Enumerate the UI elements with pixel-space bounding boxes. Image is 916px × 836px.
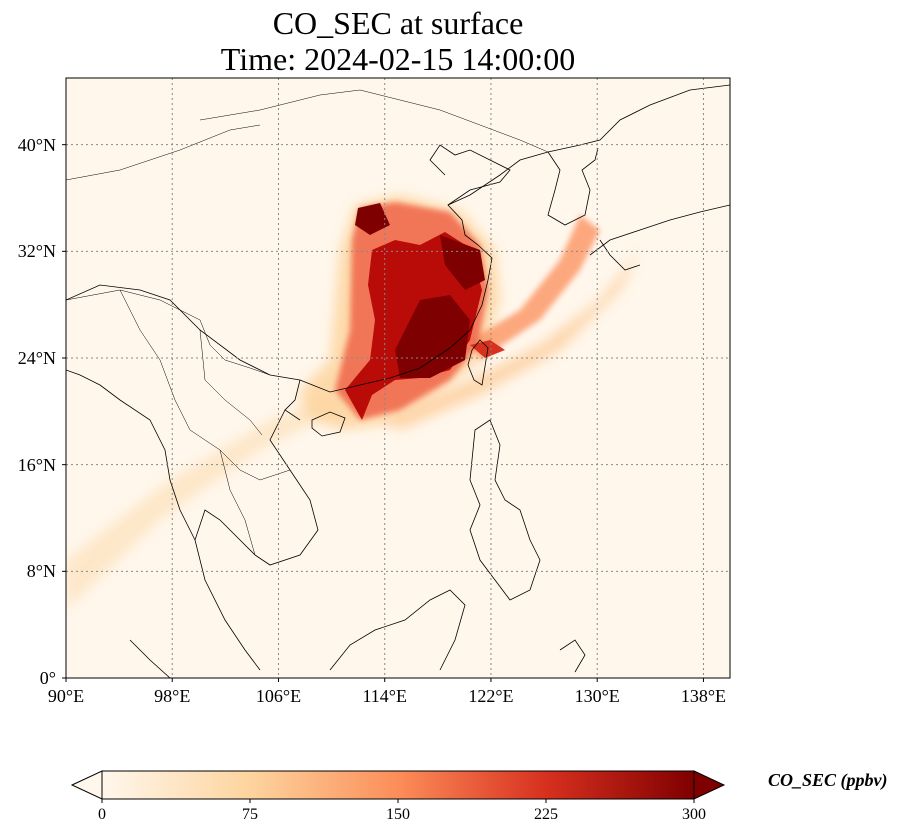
x-tick-label: 90°E: [47, 686, 85, 706]
y-tick-label: 16°N: [17, 454, 56, 475]
y-tick-label: 0°: [39, 668, 56, 688]
colorbar: [70, 770, 726, 803]
y-tick-label: 40°N: [17, 134, 56, 155]
title-line-2: Time: 2024-02-15 14:00:00: [220, 41, 576, 77]
y-tick-label: 8°N: [26, 561, 56, 582]
colorbar-gradient: [102, 771, 694, 799]
map-frame: [65, 77, 731, 679]
y-tick-label: 32°N: [17, 241, 56, 262]
title-line-1: CO_SEC at surface: [272, 5, 524, 41]
colorbar-extend-min: [70, 770, 103, 800]
x-tick-label: 122°E: [468, 686, 514, 706]
x-tick-label: 114°E: [362, 686, 407, 706]
borders: [66, 89, 549, 556]
colorbar-extend-max: [693, 770, 726, 800]
x-tick-label: 138°E: [680, 686, 727, 706]
colorbar-label: CO_SEC (ppbv): [768, 770, 888, 790]
colorbar-tick-label: 0: [98, 806, 106, 823]
x-tick-label: 106°E: [255, 686, 302, 706]
concentration-field: [66, 195, 640, 610]
y-tick-label: 24°N: [17, 348, 56, 368]
coastlines: [66, 84, 730, 678]
tick-marks: [62, 144, 704, 682]
x-tick-label: 98°E: [154, 686, 191, 706]
colorbar-tick-label: 225: [534, 806, 558, 823]
colorbar-tick-label: 300: [682, 806, 706, 823]
x-tick-label: 130°E: [574, 686, 620, 706]
colorbar-tick-label: 75: [242, 806, 258, 823]
colorbar-tick-label: 150: [386, 806, 410, 823]
